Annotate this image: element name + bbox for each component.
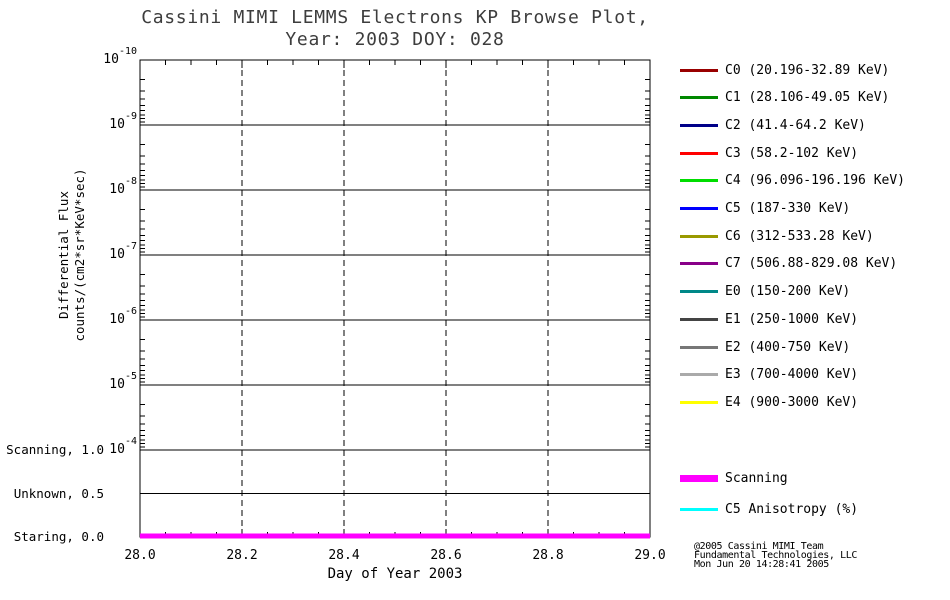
attribution-line3: Mon Jun 20 14:28:41 2005 <box>694 559 829 570</box>
attribution-line2: Fundamental Technologies, LLC <box>694 550 857 561</box>
attribution-line1: @2005 Cassini MIMI Team <box>694 541 824 552</box>
plot-subtitle: Year: 2003 DOY: 028 <box>285 29 505 50</box>
attribution: @2005 Cassini MIMI Team Fundamental Tech… <box>694 541 857 570</box>
x-axis-title: Day of Year 2003 <box>327 566 463 582</box>
plot-title: Cassini MIMI LEMMS Electrons KP Browse P… <box>141 7 649 28</box>
plot-box <box>139 59 651 538</box>
plot-title-block: Cassini MIMI LEMMS Electrons KP Browse P… <box>0 7 790 51</box>
